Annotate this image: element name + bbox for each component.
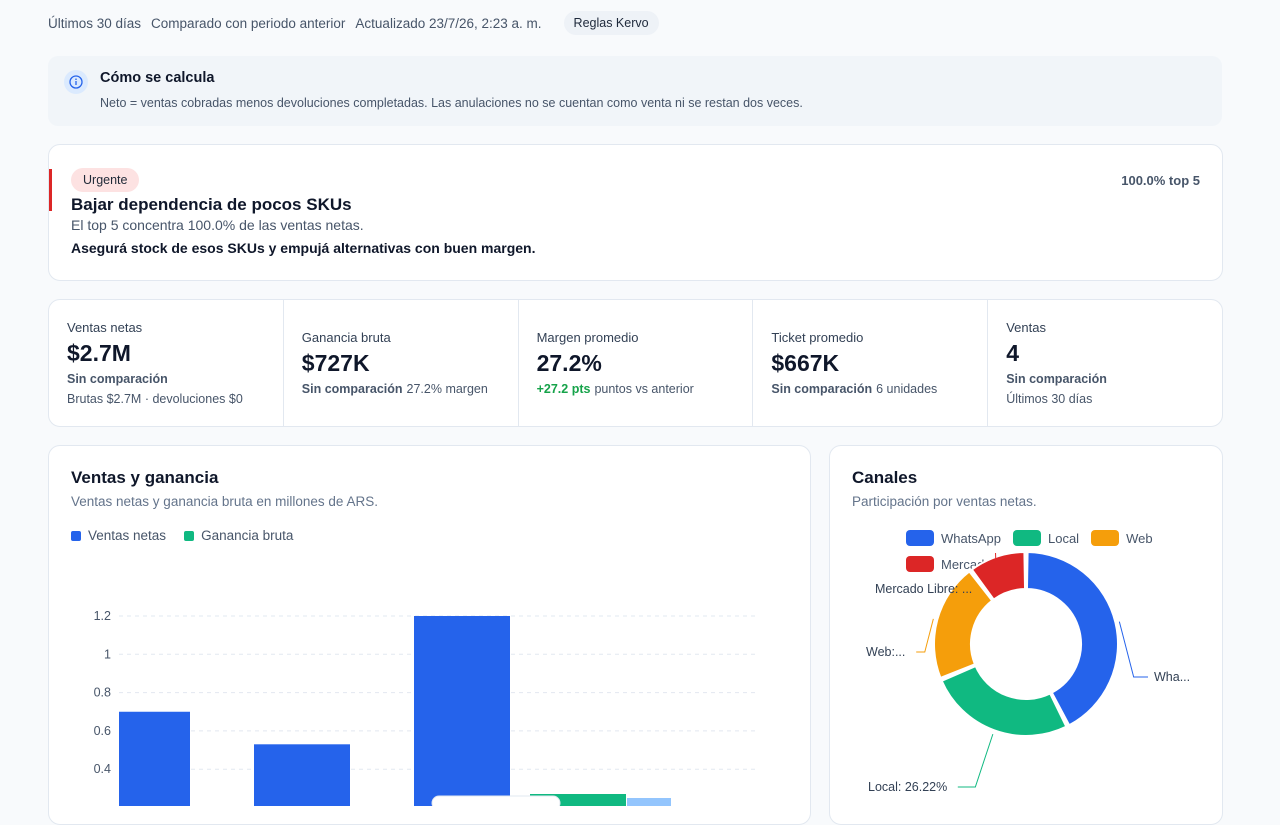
legend-item-local[interactable]: Local [1012, 530, 1080, 546]
legend-swatch [906, 530, 934, 546]
legend-item-ganancia-bruta[interactable]: Ganancia bruta [184, 528, 293, 543]
kpi-label: Margen promedio [536, 330, 639, 345]
sales-chart-legend: Ventas netas Ganancia bruta [71, 528, 293, 543]
sales-chart-title: Ventas y ganancia [71, 468, 219, 487]
y-tick-label: 1 [104, 647, 111, 661]
y-tick-label: 1.2 [94, 609, 111, 623]
legend-item-web[interactable]: Web [1091, 530, 1153, 546]
alert-title: Bajar dependencia de pocos SKUs [71, 195, 352, 214]
y-tick-label: 0.6 [94, 724, 111, 738]
info-icon [64, 70, 88, 94]
updated-label: Actualizado 23/7/26, 2:23 a. m. [355, 15, 542, 31]
bar-ventas-netas[interactable] [119, 711, 190, 806]
legend-label: Web [1126, 530, 1153, 546]
kpi-value: $727K [301, 350, 370, 376]
kpi-margen-promedio: Margen promedio 27.2% +27.2 pts puntos vs… [519, 300, 754, 426]
info-title: Cómo se calcula [100, 70, 215, 86]
chart-tooltip [431, 795, 561, 806]
legend-swatch [184, 530, 195, 541]
sales-chart-subtitle: Ventas netas y ganancia bruta en millone… [71, 494, 378, 509]
bar-ventas-netas[interactable] [414, 616, 510, 806]
alert-card: Urgente Bajar dependencia de pocos SKUs … [48, 144, 1223, 281]
kpi-label: Ganancia bruta [301, 330, 391, 345]
y-tick-label: 0.4 [94, 762, 111, 776]
legend-label: Ganancia bruta [201, 528, 294, 543]
kpi-ventas: Ventas 4 Sin comparación Últimos 30 días [988, 300, 1222, 426]
legend-swatch [71, 530, 81, 541]
kpi-sub: Últimos 30 días [1006, 392, 1093, 406]
donut-slice-web[interactable] [933, 570, 994, 680]
comparison-label: Comparado con periodo anterior [151, 15, 346, 31]
sales-bar-chart: 0.4 0.6 0.8 1 1.2 [94, 609, 759, 806]
donut-label-whatsapp: Wha... [1154, 670, 1190, 684]
kpi-value: 27.2% [536, 350, 602, 376]
legend-label: Ventas netas [88, 528, 167, 543]
channels-donut-chart: Wha... Local: 26.22% Web:... Mercado Libre:… [866, 550, 1190, 794]
sales-chart-card: Ventas y ganancia Ventas netas y gananci… [48, 445, 811, 825]
alert-action: Asegurá stock de esos SKUs y empujá alte… [71, 240, 536, 256]
channels-chart-card: Canales Participación por ventas netas. … [829, 445, 1223, 825]
donut-label-web: Web:... [866, 645, 905, 659]
channels-chart-subtitle: Participación por ventas netas. [852, 494, 1037, 509]
donut-label-mercado: Mercado Libre: ... [875, 582, 972, 596]
kpi-note: Sin comparación [1006, 372, 1107, 386]
kpi-ticket-promedio: Ticket promedio $667K Sin comparación 6 u… [753, 300, 989, 426]
donut-slice-local[interactable] [940, 664, 1068, 737]
channels-chart-title: Canales [852, 468, 918, 487]
donut-slice-whatsapp[interactable] [1025, 550, 1119, 727]
kpi-sub: Brutas $2.7M · devoluciones $0 [67, 392, 243, 406]
legend-label: Local [1047, 530, 1080, 546]
alert-metric: 100.0% top 5 [1121, 173, 1200, 188]
legend-label: WhatsApp [941, 530, 1001, 546]
alert-accent-bar [49, 169, 52, 211]
kpi-note: Sin comparación 6 unidades [771, 382, 938, 396]
donut-slice-mercado-libre[interactable] [970, 550, 1027, 601]
alert-subtitle: El top 5 concentra 100.0% de las ventas … [71, 217, 364, 233]
urgent-badge: Urgente [71, 168, 140, 192]
kpi-note: Sin comparación 27.2% margen [301, 382, 488, 396]
calculation-info-box: Cómo se calcula Neto = ventas cobradas m… [48, 56, 1222, 126]
info-text: Neto = ventas cobradas menos devolucione… [100, 96, 803, 110]
donut-label-line [957, 733, 994, 788]
top-bar: Últimos 30 días Comparado con periodo an… [48, 10, 659, 36]
legend-item-ventas-netas[interactable]: Ventas netas [71, 528, 166, 543]
kpi-value: $2.7M [67, 340, 131, 366]
donut-label-local: Local: 26.22% [868, 780, 947, 794]
kpi-row: Ventas netas $2.7M Sin comparación Bruta… [48, 299, 1223, 427]
kpi-note: +27.2 pts puntos vs anterior [536, 382, 694, 396]
kpi-note: Sin comparación [67, 372, 168, 386]
y-tick-label: 0.8 [94, 686, 111, 700]
donut-label-line [916, 618, 934, 653]
bar-ventas-netas[interactable] [254, 744, 350, 806]
kpi-ventas-netas: Ventas netas $2.7M Sin comparación Bruta… [49, 300, 284, 426]
kpi-label: Ventas [1006, 320, 1046, 335]
bar-ventas-netas[interactable] [627, 798, 671, 806]
donut-label-line [995, 552, 998, 590]
legend-swatch [1012, 530, 1041, 546]
rules-badge[interactable]: Reglas Kervo [563, 11, 659, 35]
period-label: Últimos 30 días [48, 15, 142, 31]
legend-swatch [906, 556, 934, 572]
kpi-ganancia-bruta: Ganancia bruta $727K Sin comparación 27.2… [284, 300, 519, 426]
kpi-value: $667K [771, 350, 840, 376]
legend-swatch [1091, 530, 1120, 546]
kpi-label: Ticket promedio [771, 330, 864, 345]
donut-label-line [1118, 621, 1148, 678]
kpi-label: Ventas netas [67, 320, 143, 335]
kpi-value: 4 [1006, 340, 1019, 366]
legend-item-whatsapp[interactable]: WhatsApp [906, 530, 1001, 546]
